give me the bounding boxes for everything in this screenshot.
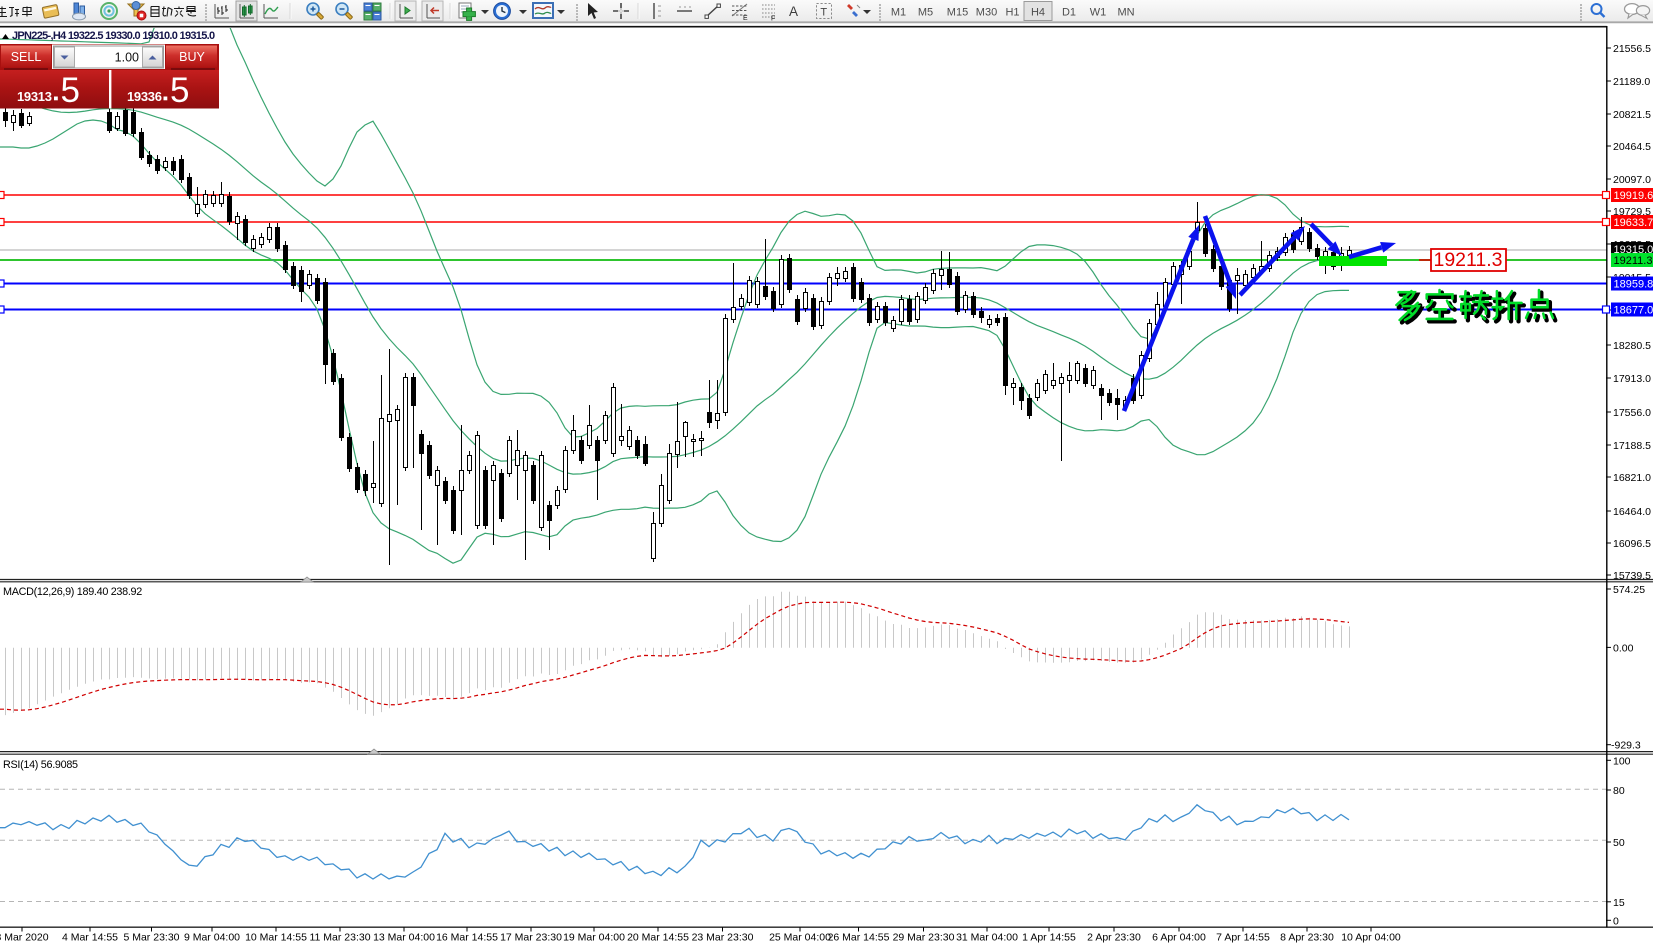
svg-text:19211.3: 19211.3 xyxy=(1433,249,1502,271)
svg-text:17188.5: 17188.5 xyxy=(1613,440,1651,452)
svg-text:100: 100 xyxy=(1613,755,1631,767)
svg-text:E: E xyxy=(743,15,748,22)
svg-text:4 Mar 14:55: 4 Mar 14:55 xyxy=(62,932,118,944)
svg-text:26 Mar 14:55: 26 Mar 14:55 xyxy=(828,932,890,944)
svg-text:19313: 19313 xyxy=(17,89,52,104)
svg-text:80: 80 xyxy=(1613,785,1625,797)
svg-text:10 Mar 14:55: 10 Mar 14:55 xyxy=(245,932,307,944)
svg-text:16 Mar 14:55: 16 Mar 14:55 xyxy=(436,932,498,944)
svg-text:23 Mar 23:30: 23 Mar 23:30 xyxy=(692,932,754,944)
svg-text:31 Mar 04:00: 31 Mar 04:00 xyxy=(956,932,1018,944)
svg-text:1 Apr 14:55: 1 Apr 14:55 xyxy=(1022,932,1076,944)
svg-text:D1: D1 xyxy=(1062,7,1076,19)
svg-text:F: F xyxy=(771,16,775,23)
svg-text:0.00: 0.00 xyxy=(1613,642,1634,654)
svg-text:20821.5: 20821.5 xyxy=(1613,109,1651,121)
svg-text:SELL: SELL xyxy=(11,50,42,64)
svg-text:16464.0: 16464.0 xyxy=(1613,506,1651,518)
svg-text:19633.7: 19633.7 xyxy=(1614,217,1653,229)
svg-text:17556.0: 17556.0 xyxy=(1613,407,1651,419)
svg-text:11 Mar 23:30: 11 Mar 23:30 xyxy=(309,932,370,944)
svg-text:10 Apr 04:00: 10 Apr 04:00 xyxy=(1341,932,1401,944)
svg-text:3 Mar 2020: 3 Mar 2020 xyxy=(0,932,49,944)
svg-text:16821.0: 16821.0 xyxy=(1613,472,1651,484)
svg-text:W1: W1 xyxy=(1090,7,1107,19)
svg-text:5 Mar 23:30: 5 Mar 23:30 xyxy=(123,932,179,944)
svg-text:6 Apr 04:00: 6 Apr 04:00 xyxy=(1152,932,1206,944)
svg-text:5: 5 xyxy=(61,71,80,110)
svg-text:M1: M1 xyxy=(891,7,906,19)
svg-text:13 Mar 04:00: 13 Mar 04:00 xyxy=(373,932,435,944)
svg-text:H4: H4 xyxy=(1031,7,1045,19)
svg-text:0: 0 xyxy=(1613,915,1619,927)
svg-text:19336: 19336 xyxy=(127,89,162,104)
svg-text:2 Apr 23:30: 2 Apr 23:30 xyxy=(1087,932,1141,944)
svg-text:8 Apr 23:30: 8 Apr 23:30 xyxy=(1280,932,1334,944)
svg-text:20464.5: 20464.5 xyxy=(1613,141,1651,153)
svg-text:50: 50 xyxy=(1613,837,1625,849)
svg-text:5: 5 xyxy=(170,71,189,110)
svg-text:20097.0: 20097.0 xyxy=(1613,174,1651,186)
svg-text:19919.6: 19919.6 xyxy=(1614,190,1653,202)
svg-text:21189.0: 21189.0 xyxy=(1613,76,1650,88)
svg-text:M15: M15 xyxy=(947,7,968,19)
svg-text:RSI(14) 56.9085: RSI(14) 56.9085 xyxy=(3,759,78,771)
svg-text:18959.8: 18959.8 xyxy=(1614,279,1653,291)
svg-text:7 Apr 14:55: 7 Apr 14:55 xyxy=(1216,932,1270,944)
svg-text:15: 15 xyxy=(1613,897,1625,909)
svg-text:A: A xyxy=(789,4,798,19)
svg-text:T: T xyxy=(820,7,827,19)
svg-text:574.25: 574.25 xyxy=(1613,584,1645,596)
svg-text:1.00: 1.00 xyxy=(115,51,139,65)
svg-text:18677.0: 18677.0 xyxy=(1614,305,1653,317)
svg-text:15739.5: 15739.5 xyxy=(1613,570,1651,582)
svg-text:25 Mar 04:00: 25 Mar 04:00 xyxy=(769,932,831,944)
svg-text:21556.5: 21556.5 xyxy=(1613,43,1651,55)
svg-text:BUY: BUY xyxy=(179,50,205,64)
svg-text:17 Mar 23:30: 17 Mar 23:30 xyxy=(500,932,562,944)
svg-text:19 Mar 04:00: 19 Mar 04:00 xyxy=(563,932,625,944)
svg-text:-929.3: -929.3 xyxy=(1611,740,1641,752)
svg-text:17913.0: 17913.0 xyxy=(1613,373,1651,385)
svg-text:JPN225-,H4 19322.5 19330.0 19: JPN225-,H4 19322.5 19330.0 19310.0 19315… xyxy=(12,30,215,42)
svg-text:M5: M5 xyxy=(918,7,933,19)
svg-text:M30: M30 xyxy=(976,7,997,19)
svg-text:H1: H1 xyxy=(1005,7,1019,19)
svg-text:9 Mar 04:00: 9 Mar 04:00 xyxy=(184,932,240,944)
svg-text:18280.5: 18280.5 xyxy=(1613,340,1651,352)
svg-text:MACD(12,26,9) 189.40 238.92: MACD(12,26,9) 189.40 238.92 xyxy=(3,586,142,598)
svg-text:16096.5: 16096.5 xyxy=(1613,538,1651,550)
svg-text:19211.3: 19211.3 xyxy=(1614,255,1653,267)
svg-text:29 Mar 23:30: 29 Mar 23:30 xyxy=(893,932,955,944)
svg-text:20 Mar 14:55: 20 Mar 14:55 xyxy=(627,932,689,944)
svg-text:MN: MN xyxy=(1117,7,1134,19)
